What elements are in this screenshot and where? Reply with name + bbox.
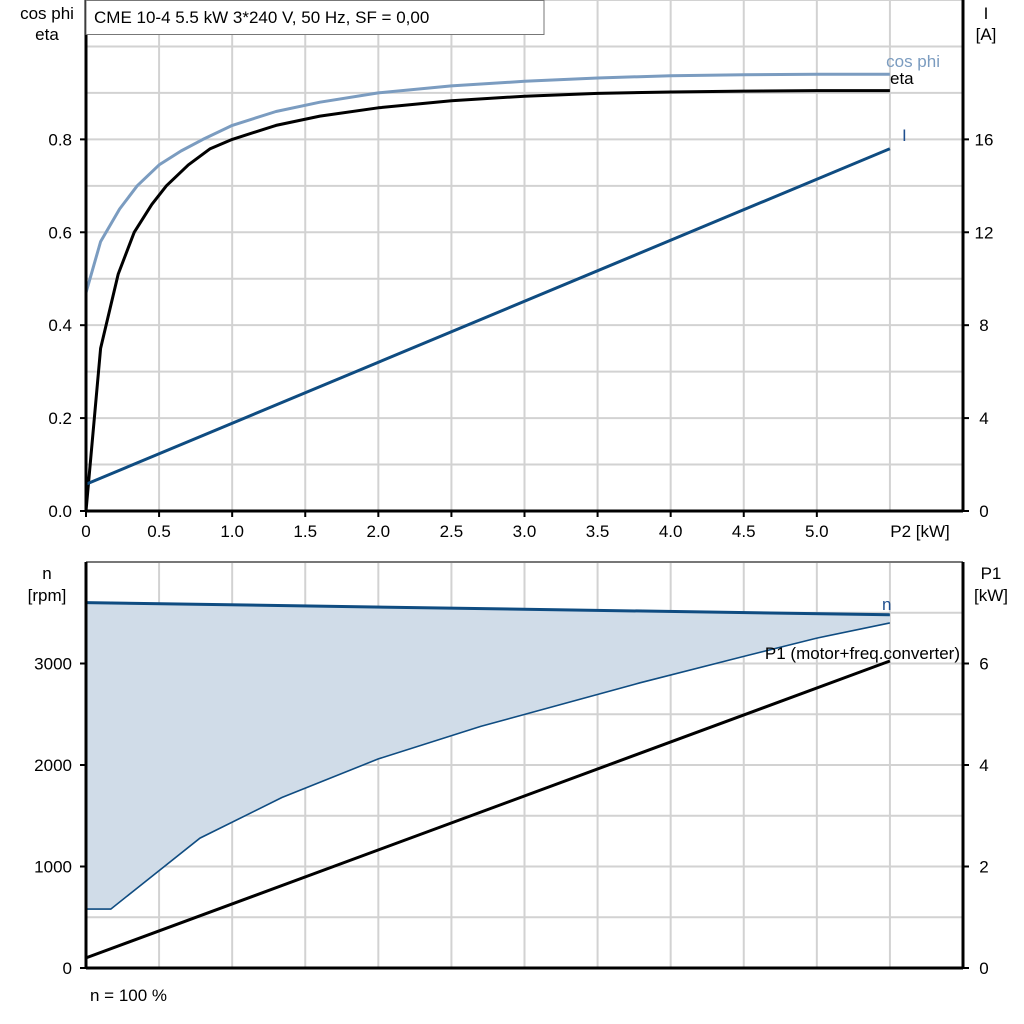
speed-range-fill <box>86 602 890 910</box>
y-left-tick-label: 0.4 <box>48 316 72 335</box>
x-tick-label: 4.0 <box>659 522 683 541</box>
x-axis-label: P2 [kW] <box>890 522 950 541</box>
y-left-tick-label: 0.2 <box>48 409 72 428</box>
x-tick-label: 1.5 <box>293 522 317 541</box>
y-right-tick-label: 2 <box>979 858 988 877</box>
x-tick-label: 2.5 <box>440 522 464 541</box>
cos-phi-series-label: cos phi <box>886 52 940 71</box>
top-chart-grid <box>86 0 963 511</box>
p1-series-label: P1 (motor+freq.converter) <box>765 644 960 663</box>
x-tick-label: 0.5 <box>147 522 171 541</box>
x-tick-label: 4.5 <box>732 522 756 541</box>
y-left-tick-label: 2000 <box>34 756 72 775</box>
x-tick-label: 3.0 <box>513 522 537 541</box>
top-left-axis-label-2: eta <box>35 25 59 44</box>
chart-title: CME 10-4 5.5 kW 3*240 V, 50 Hz, SF = 0,0… <box>94 8 429 27</box>
cos-phi-line <box>84 72 890 294</box>
y-right-tick-label: 16 <box>975 130 994 149</box>
bottom-left-axis-label-2: [rpm] <box>28 586 67 605</box>
bottom-left-axis-label-1: n <box>42 564 51 583</box>
footer-note: n = 100 % <box>90 986 167 1005</box>
y-left-tick-label: 0.0 <box>48 502 72 521</box>
eta-series-label: eta <box>890 69 914 88</box>
y-right-tick-label: 0 <box>979 502 988 521</box>
x-tick-label: 3.5 <box>586 522 610 541</box>
chart-marks <box>84 72 891 960</box>
top-right-axis-label-1: I <box>984 4 989 23</box>
y-right-tick-label: 4 <box>979 409 988 428</box>
speed-lower-line <box>86 622 891 910</box>
title-box <box>85 0 545 35</box>
bottom-right-axis-label-2: [kW] <box>974 586 1008 605</box>
y-left-tick-label: 0.6 <box>48 223 72 242</box>
chart-axes: 0 0.5 1.0 1.5 2.0 2.5 3.0 3.5 4.0 4.5 5.0 0.0 0.2 0.4… <box>34 0 993 978</box>
eta-line <box>84 89 890 512</box>
speed-line <box>85 601 890 617</box>
x-tick-label: 1.0 <box>220 522 244 541</box>
speed-series-label: n <box>882 595 891 614</box>
y-right-tick-label: 8 <box>979 316 988 335</box>
top-right-axis-label-2: [A] <box>976 25 997 44</box>
current-series-label: I <box>902 126 907 145</box>
y-right-tick-label: 6 <box>979 655 988 674</box>
y-left-tick-label: 0.8 <box>48 130 72 149</box>
bottom-right-axis-label-1: P1 <box>981 564 1002 583</box>
y-right-tick-label: 0 <box>979 959 988 978</box>
p1-line <box>85 659 891 960</box>
y-left-tick-label: 0 <box>63 959 72 978</box>
x-tick-label: 5.0 <box>805 522 829 541</box>
x-tick-label: 2.0 <box>367 522 391 541</box>
x-tick-label: 0 <box>81 522 90 541</box>
top-left-axis-label-1: cos phi <box>20 4 74 23</box>
y-right-tick-label: 4 <box>979 756 988 775</box>
y-left-tick-label: 1000 <box>34 858 72 877</box>
y-right-tick-label: 12 <box>975 223 994 242</box>
current-line <box>85 147 891 486</box>
y-left-tick-label: 3000 <box>34 655 72 674</box>
